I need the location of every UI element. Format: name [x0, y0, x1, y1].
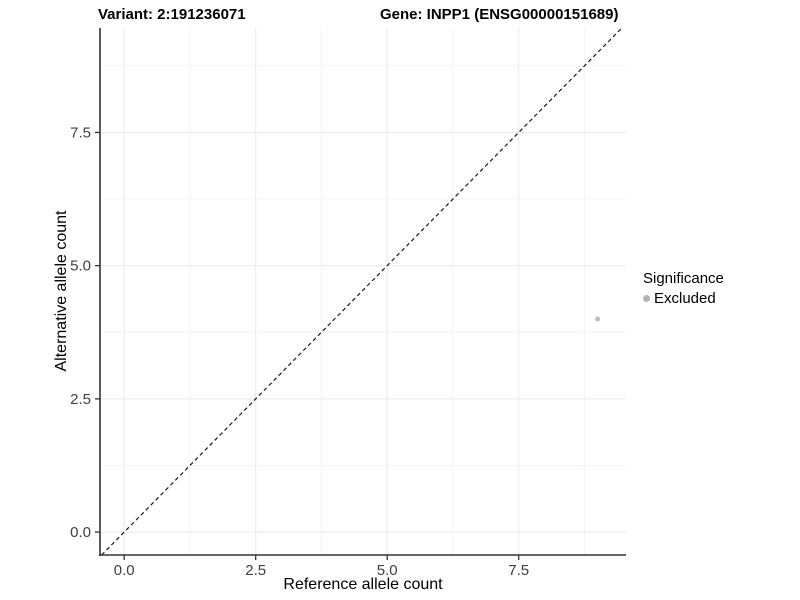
data-point [595, 316, 601, 322]
x-tick-label: 0.0 [114, 562, 135, 579]
legend: Significance Excluded [643, 269, 724, 307]
y-tick-label: 7.5 [70, 124, 91, 141]
y-axis-title: Alternative allele count [53, 210, 70, 372]
plot-title-gene: Gene: INPP1 (ENSG00000151689) [380, 6, 619, 23]
legend-item-label: Excluded [654, 290, 716, 307]
plot-title-variant: Variant: 2:191236071 [98, 6, 246, 23]
legend-item-excluded: Excluded [643, 290, 724, 307]
legend-point-icon [643, 295, 650, 302]
identity-line [101, 27, 623, 556]
y-tick-label: 5.0 [70, 258, 91, 275]
x-tick-label: 5.0 [377, 562, 398, 579]
legend-title: Significance [643, 270, 724, 287]
x-tick-label: 7.5 [508, 562, 529, 579]
x-axis-title: Reference allele count [283, 576, 443, 593]
y-tick-label: 0.0 [70, 524, 91, 541]
y-tick-label: 2.5 [70, 391, 91, 408]
x-tick-label: 2.5 [245, 562, 266, 579]
